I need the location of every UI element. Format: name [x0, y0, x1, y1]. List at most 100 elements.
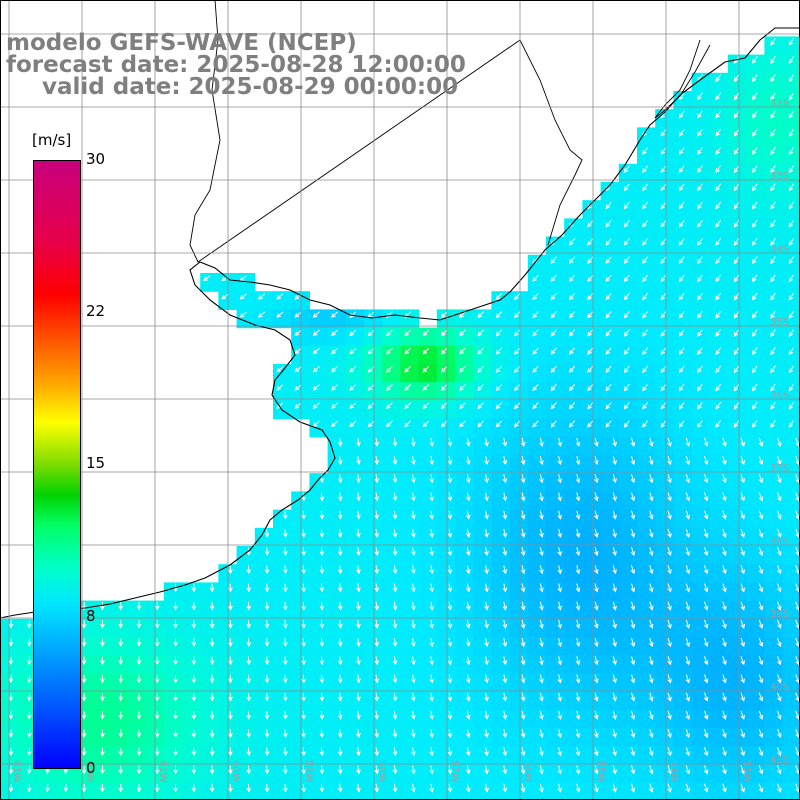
wind-cell	[637, 655, 656, 674]
wind-cell	[309, 691, 329, 711]
wind-cell	[637, 254, 656, 274]
wind-cell	[600, 509, 620, 529]
wind-cell	[546, 418, 565, 438]
wind-cell	[491, 618, 511, 638]
wind-arrow	[678, 256, 685, 264]
wind-cell	[182, 709, 201, 729]
wind-cell	[546, 291, 565, 310]
wind-arrow	[740, 619, 745, 629]
wind-arrow	[715, 238, 722, 246]
wind-arrow	[337, 656, 343, 666]
wind-arrow	[294, 402, 302, 409]
wind-cell	[455, 673, 474, 693]
wind-cell	[382, 709, 401, 729]
wind-arrow	[282, 565, 288, 575]
wind-cell	[327, 764, 347, 784]
wind-cell	[728, 309, 747, 329]
wind-arrow	[411, 583, 416, 593]
wind-arrow	[575, 783, 581, 793]
wind-cell	[509, 637, 529, 656]
wind-cell	[509, 527, 529, 547]
wind-arrow	[136, 747, 142, 757]
wind-arrow	[81, 674, 87, 684]
wind-arrow	[191, 601, 197, 611]
wind-cell	[491, 673, 511, 693]
wind-arrow	[374, 565, 380, 575]
wind-cell	[691, 72, 711, 92]
wind-arrow	[385, 347, 393, 355]
wind-cell	[782, 436, 800, 456]
wind-cell	[618, 163, 638, 183]
wind-arrow	[568, 420, 576, 428]
wind-arrow	[587, 238, 594, 246]
wind-arrow	[264, 638, 270, 647]
wind-arrow	[100, 765, 105, 775]
wind-cell	[782, 127, 800, 147]
wind-cell	[564, 473, 583, 492]
wind-arrow	[685, 619, 691, 629]
wind-cell	[546, 436, 565, 456]
wind-arrow	[465, 674, 471, 684]
wind-arrow	[136, 620, 142, 629]
wind-arrow	[264, 565, 270, 575]
wind-arrow	[385, 402, 393, 410]
wind-arrow	[282, 692, 288, 702]
wind-cell	[491, 509, 511, 529]
wind-arrow	[612, 510, 617, 520]
wind-arrow	[264, 783, 270, 793]
wind-cell	[709, 418, 729, 438]
wind-arrow	[623, 201, 630, 210]
wind-arrow	[630, 710, 636, 720]
wind-arrow	[715, 292, 722, 301]
wind-cell	[746, 382, 765, 401]
wind-cell	[491, 473, 511, 492]
wind-arrow	[154, 674, 160, 684]
wind-arrow	[557, 455, 562, 466]
wind-arrow	[703, 783, 709, 793]
wind-arrow	[282, 765, 288, 775]
wind-arrow	[264, 656, 270, 666]
wind-cell	[254, 655, 274, 674]
wind-cell	[273, 618, 292, 638]
wind-arrow	[301, 510, 306, 520]
wind-cell	[236, 655, 256, 674]
wind-arrow	[392, 547, 398, 557]
wind-cell	[600, 236, 620, 256]
wind-arrow	[502, 565, 508, 575]
wind-cell	[527, 400, 547, 420]
wind-cell	[327, 691, 347, 711]
wind-arrow	[568, 329, 576, 337]
wind-arrow	[575, 583, 581, 593]
wind-arrow	[642, 147, 649, 155]
wind-arrow	[282, 601, 288, 611]
wind-arrow	[733, 110, 740, 119]
wind-cell	[418, 491, 438, 511]
wind-cell	[436, 673, 456, 693]
wind-arrow	[374, 656, 380, 666]
wind-arrow	[788, 347, 795, 356]
wind-cell	[491, 728, 511, 747]
wind-arrow	[722, 601, 727, 611]
wind-cell	[455, 527, 474, 547]
wind-cell	[546, 618, 565, 638]
wind-arrow	[722, 674, 727, 684]
wind-arrow	[678, 201, 685, 210]
wind-arrow	[374, 619, 380, 629]
wind-arrow	[752, 238, 758, 246]
wind-arrow	[660, 238, 667, 246]
wind-cell	[327, 455, 347, 474]
wind-cell	[491, 491, 511, 511]
wind-cell	[655, 546, 674, 565]
wind-cell	[564, 382, 583, 401]
wind-arrow	[465, 692, 471, 702]
wind-cell	[491, 345, 511, 365]
wind-cell	[527, 273, 547, 292]
wind-cell	[473, 327, 492, 347]
wind-arrow	[740, 692, 745, 702]
wind-arrow	[648, 765, 654, 775]
wind-cell	[527, 691, 547, 711]
wind-arrow	[770, 274, 776, 283]
wind-arrow	[612, 765, 617, 775]
wind-cell	[400, 673, 420, 693]
wind-arrow	[539, 674, 544, 684]
